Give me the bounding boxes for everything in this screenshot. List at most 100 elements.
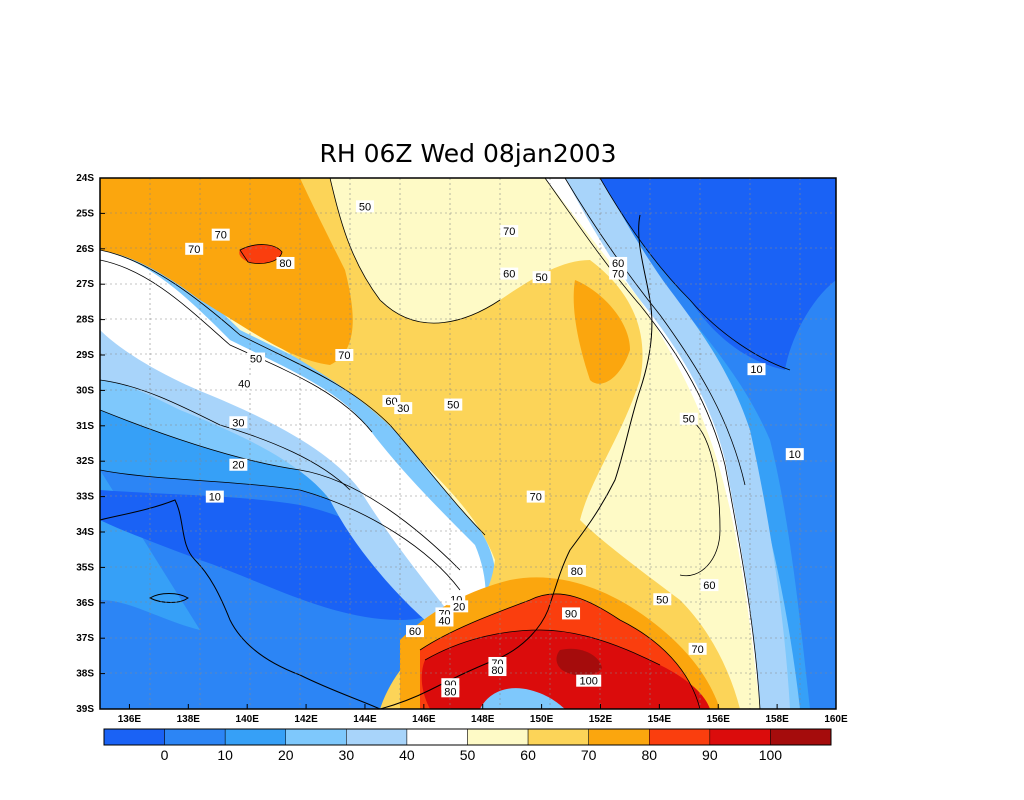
contour-label-bg	[488, 664, 507, 677]
lat-label: 31S	[76, 421, 94, 432]
contour-label-bg	[406, 625, 425, 638]
contour-label-bg	[276, 256, 295, 269]
lon-label: 160E	[824, 714, 848, 725]
contour-label: 70	[612, 269, 624, 281]
fill-band-80-ne	[573, 280, 630, 384]
contour-label-bg	[576, 674, 602, 687]
colorbar-labels: 0 10 20 30 40 50 60 70 80 90 100	[161, 747, 783, 763]
contour-label: 70	[530, 492, 542, 504]
lat-label: 28S	[76, 315, 94, 326]
contour-label-bg	[532, 271, 551, 284]
filled-contours	[100, 178, 836, 709]
contour-label: 60	[612, 258, 624, 270]
lon-label: 142E	[294, 714, 318, 725]
contour-label: 60	[409, 626, 421, 638]
lat-label: 30S	[76, 385, 94, 396]
contour-label: 10	[750, 364, 762, 376]
contour-label-bg	[335, 349, 354, 361]
colorbar-frame	[103, 728, 832, 746]
contour-label-bg	[500, 267, 519, 280]
contour-label-bg	[211, 228, 230, 241]
contour-label-bg	[747, 363, 766, 376]
contour-label-bg	[229, 458, 248, 471]
colorbar-label: 0	[161, 747, 169, 763]
contour-label: 50	[447, 400, 459, 412]
colorbar-swatch	[285, 728, 347, 746]
contour-label-bg	[205, 490, 224, 503]
contour-label: 70	[188, 244, 200, 256]
contour-label: 50	[250, 354, 262, 366]
contour-label-bg	[609, 267, 628, 280]
contour-label-bg	[229, 416, 248, 429]
contour-label-bg	[653, 593, 672, 606]
lat-label: 34S	[76, 527, 94, 538]
contour-label: 50	[683, 414, 695, 426]
colorbar-swatch	[709, 728, 771, 746]
colorbar-label: 30	[339, 747, 355, 763]
contour-label-bg	[526, 490, 545, 503]
fill-band-40-east	[560, 178, 790, 709]
colorbar-swatch	[588, 728, 650, 746]
contour-label-bg	[500, 225, 519, 238]
contour-label: 70	[692, 644, 704, 656]
contour-label-bg	[688, 642, 707, 655]
latitude-axis: 24S 25S 26S 27S 28S 29S 30S 31S 32S 33S 34S 35S 36S 3…	[76, 173, 105, 715]
colorbar-label: 100	[759, 747, 783, 763]
contour-label: 50	[359, 201, 371, 213]
lat-label: 38S	[76, 669, 94, 680]
colorbar-swatch	[649, 728, 711, 746]
lat-label: 24S	[76, 173, 94, 184]
contour-label: 100	[580, 676, 598, 688]
contour-label-bg	[450, 600, 469, 613]
contour-label: 90	[565, 608, 577, 620]
contour-label-bg	[441, 685, 460, 698]
map-frame	[99, 177, 837, 710]
lat-label: 33S	[76, 492, 94, 503]
contour-label: 80	[571, 566, 583, 578]
contour-label-bg	[567, 564, 586, 577]
lat-label: 32S	[76, 456, 94, 467]
lon-label: 148E	[471, 714, 495, 725]
lon-label: 144E	[353, 714, 377, 725]
contour-label: 80	[279, 258, 291, 270]
contour-label-bg	[247, 352, 266, 365]
colorbar-swatch	[164, 728, 226, 746]
colorbar-swatch	[770, 728, 832, 746]
fill-pocket-dry	[480, 688, 565, 709]
coastline-south-australia	[100, 499, 381, 709]
lon-label: 140E	[236, 714, 260, 725]
colorbar	[103, 728, 832, 746]
colorbar-label: 10	[217, 747, 233, 763]
colorbar-label: 90	[702, 747, 718, 763]
lat-label: 39S	[76, 704, 94, 715]
colorbar-swatch	[346, 728, 408, 746]
colorbar-label: 50	[460, 747, 476, 763]
contour-label: 70	[215, 230, 227, 242]
colorbar-label: 60	[520, 747, 536, 763]
contour-label: 60	[503, 269, 515, 281]
contour-label-bg	[444, 398, 463, 411]
kangaroo-island	[148, 593, 189, 603]
contour-label: 50	[535, 272, 547, 284]
coastline	[379, 214, 653, 709]
lat-label: 37S	[76, 633, 94, 644]
contour-label: 70	[503, 226, 515, 238]
contour-label: 20	[232, 460, 244, 472]
lon-label: 152E	[589, 714, 613, 725]
contour-label: 60	[703, 580, 715, 592]
contour-label: 40	[238, 378, 250, 390]
colorbar-swatch	[527, 728, 589, 746]
grid-lines	[100, 178, 836, 709]
fill-band-80	[100, 178, 353, 365]
contour-label-bg	[609, 256, 628, 269]
contour-label-bg	[394, 402, 413, 415]
contour-label-bg	[562, 607, 581, 620]
colorbar-swatch	[224, 728, 287, 746]
contour-label: 70	[338, 350, 350, 362]
contour-label: 10	[789, 449, 801, 461]
contour-label: 30	[397, 403, 409, 415]
lon-label: 158E	[765, 714, 789, 725]
lat-label: 29S	[76, 350, 94, 361]
lat-label: 26S	[76, 244, 94, 255]
